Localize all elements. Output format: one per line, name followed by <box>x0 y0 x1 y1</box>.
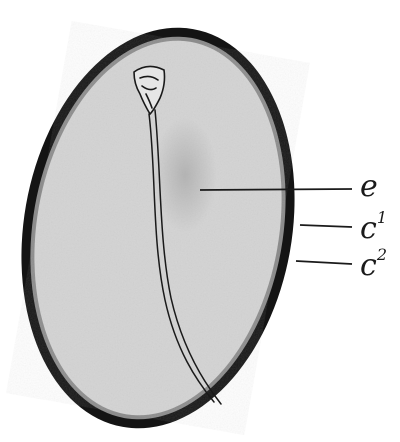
leader-line-e <box>199 188 353 191</box>
label-c2: c2 <box>360 245 387 283</box>
leader-line-c2 <box>295 260 353 265</box>
label-e: e <box>360 169 378 204</box>
leader-line-c1 <box>299 224 353 228</box>
embryo-cup <box>133 65 166 116</box>
embryo-shading <box>153 117 217 233</box>
interior-texture <box>34 40 282 416</box>
label-c1: c1 <box>360 208 387 246</box>
leader-lines <box>199 188 353 265</box>
embryo-axis <box>148 109 222 405</box>
